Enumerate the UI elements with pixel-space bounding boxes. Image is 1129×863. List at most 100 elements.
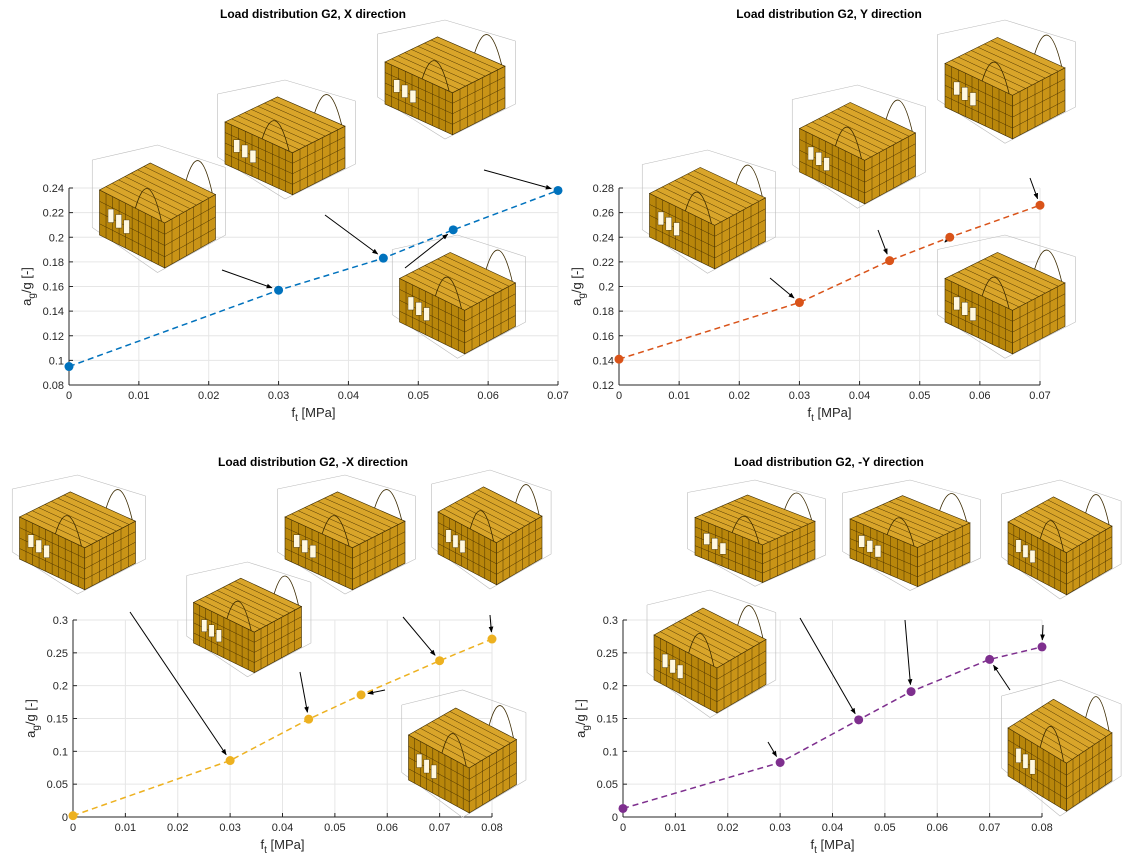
building-inset — [187, 562, 311, 677]
data-point — [379, 254, 388, 263]
y-tick-label: 0.28 — [593, 183, 614, 195]
data-point — [435, 656, 444, 665]
y-tick-label: 0.05 — [47, 779, 68, 791]
x-tick-label: 0.04 — [822, 822, 843, 834]
data-point — [357, 690, 366, 699]
data-point — [449, 225, 458, 234]
x-tick-label: 0 — [620, 822, 626, 834]
building-inset — [278, 475, 416, 594]
y-tick-label: 0.2 — [603, 681, 618, 693]
y-tick-label: 0.24 — [43, 183, 64, 195]
y-tick-label: 0.15 — [597, 714, 618, 726]
x-tick-label: 0 — [616, 390, 622, 402]
building-inset — [12, 475, 145, 594]
building-window — [970, 308, 976, 321]
x-axis-label-part: [MPa] — [814, 405, 852, 420]
x-axis-label-part: [MPa] — [298, 405, 336, 420]
x-tick-label: 0.02 — [167, 822, 188, 834]
x-axis-label: ft [MPa] — [808, 405, 852, 424]
callout-arrow — [484, 170, 551, 189]
x-tick-label: 0.07 — [547, 390, 568, 402]
y-tick-label: 0.14 — [43, 306, 64, 318]
x-tick-label: 0.04 — [849, 390, 870, 402]
chart-title: Load distribution G2, Y direction — [736, 7, 922, 21]
x-tick-label: 0.07 — [979, 822, 1000, 834]
y-tick-label: 0.22 — [593, 257, 614, 269]
y-tick-label: 0.2 — [53, 681, 68, 693]
data-point — [945, 233, 954, 242]
data-point — [615, 355, 624, 364]
building-window — [116, 215, 122, 229]
callout-arrow — [490, 615, 491, 632]
x-axis-label: ft [MPa] — [811, 837, 855, 856]
data-point — [885, 256, 894, 265]
y-tick-label: 0.3 — [53, 615, 68, 627]
building-window — [859, 536, 865, 548]
x-tick-label: 0 — [66, 390, 72, 402]
x-tick-label: 0.04 — [272, 822, 293, 834]
building-window — [658, 212, 664, 225]
y-axis-label: ag/g [-] — [23, 699, 42, 738]
x-tick-label: 0.02 — [198, 390, 219, 402]
callout-arrow — [994, 665, 1010, 690]
x-tick-label: 0.02 — [729, 390, 750, 402]
building-window — [124, 220, 130, 234]
building-window — [216, 630, 221, 642]
x-tick-label: 0.01 — [128, 390, 149, 402]
building-window — [1030, 550, 1035, 563]
chart-title: Load distribution G2, X direction — [220, 7, 406, 21]
building-inset — [218, 80, 356, 199]
building-inset — [843, 480, 981, 591]
x-tick-label: 0.06 — [927, 822, 948, 834]
y-axis-label-part: /g [-] — [19, 267, 34, 293]
building-window — [410, 90, 416, 103]
callout-arrow — [905, 620, 910, 685]
building-window — [302, 540, 308, 553]
data-point — [65, 362, 74, 371]
building-window — [424, 760, 429, 774]
building-window — [970, 93, 976, 106]
building-window — [44, 545, 50, 558]
x-tick-label: 0.06 — [969, 390, 990, 402]
building-window — [36, 540, 42, 553]
data-point — [304, 715, 313, 724]
x-tick-label: 0.06 — [477, 390, 498, 402]
building-window — [677, 665, 683, 679]
y-tick-label: 0.24 — [593, 232, 614, 244]
building-window — [108, 209, 114, 223]
x-tick-label: 0.08 — [1031, 822, 1052, 834]
building-window — [28, 535, 34, 548]
data-point — [1036, 201, 1045, 210]
callout-arrow — [878, 230, 887, 254]
building-window — [954, 82, 960, 95]
x-axis-label: ft [MPa] — [261, 837, 305, 856]
y-axis-label: ag/g [-] — [573, 699, 592, 738]
y-axis-label-part: /g [-] — [23, 699, 38, 725]
y-tick-label: 0.18 — [43, 257, 64, 269]
x-tick-label: 0.03 — [219, 822, 240, 834]
data-point — [619, 804, 628, 813]
x-axis-label-part: [MPa] — [817, 837, 855, 852]
building-window — [670, 660, 676, 674]
x-tick-label: 0.03 — [769, 822, 790, 834]
building-inset — [392, 235, 525, 358]
x-tick-label: 0.01 — [665, 822, 686, 834]
x-tick-label: 0.08 — [481, 822, 502, 834]
building-window — [867, 540, 873, 552]
building-window — [242, 145, 248, 158]
building-window — [1016, 748, 1021, 762]
building-window — [666, 217, 672, 230]
callout-arrow — [300, 672, 307, 712]
data-point — [554, 186, 563, 195]
chart-title: Load distribution G2, -Y direction — [734, 455, 924, 469]
building-window — [424, 308, 430, 321]
building-window — [962, 302, 968, 315]
x-tick-label: 0.05 — [909, 390, 930, 402]
y-tick-label: 0.12 — [593, 380, 614, 392]
data-point — [907, 687, 916, 696]
data-point — [776, 758, 785, 767]
data-point — [854, 715, 863, 724]
building-window — [416, 302, 422, 315]
x-tick-label: 0.04 — [338, 390, 359, 402]
y-tick-label: 0.14 — [593, 355, 614, 367]
